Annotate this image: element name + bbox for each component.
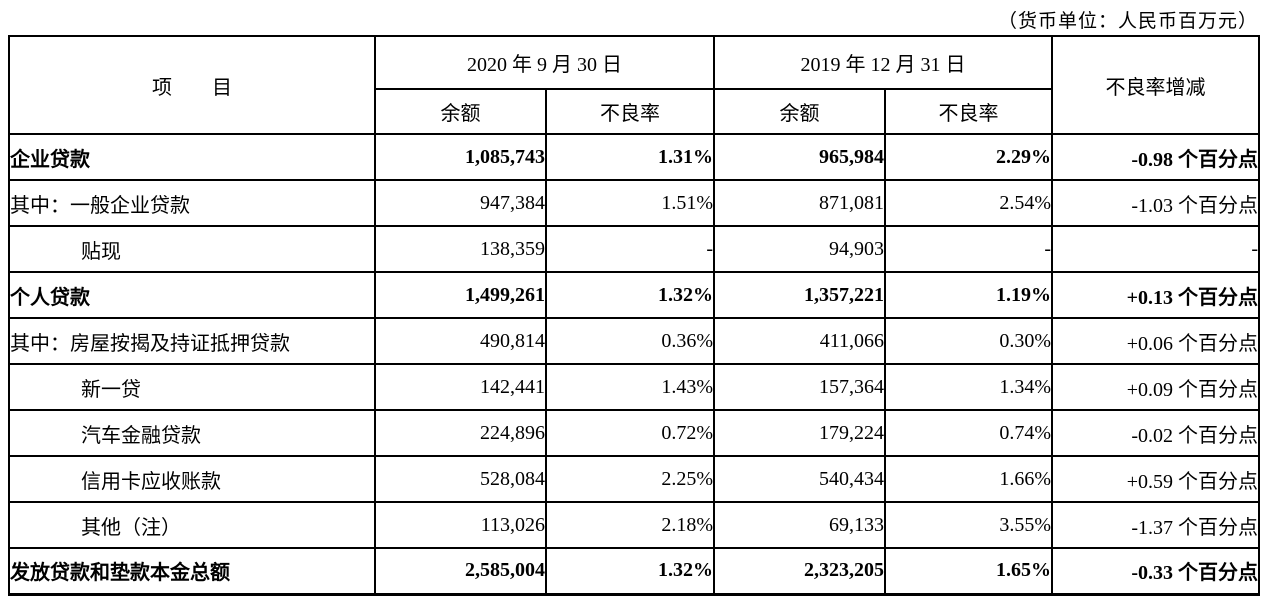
npl-2020: 0.36%: [545, 317, 715, 365]
table-row-xin-yi-dai: 新一贷 142,441 1.43% 157,364 1.34% +0.09 个百…: [8, 363, 1260, 411]
table-row-auto-finance-loans: 汽车金融贷款 224,896 0.72% 179,224 0.74% -0.02…: [8, 409, 1260, 457]
npl-change: -0.02 个百分点: [1051, 409, 1260, 457]
balance-2019: 179,224: [713, 409, 886, 457]
npl-2019: 0.30%: [884, 317, 1053, 365]
npl-change: -: [1051, 225, 1260, 273]
header-date-2020: 2020 年 9 月 30 日: [374, 35, 715, 90]
balance-2019: 2,323,205: [713, 547, 886, 596]
table-row-total-loans: 发放贷款和垫款本金总额 2,585,004 1.32% 2,323,205 1.…: [8, 547, 1260, 596]
table-row-credit-card-receivables: 信用卡应收账款 528,084 2.25% 540,434 1.66% +0.5…: [8, 455, 1260, 503]
row-label: 其他（注）: [8, 501, 376, 549]
balance-2019: 411,066: [713, 317, 886, 365]
header-npl-2019: 不良率: [884, 88, 1053, 135]
balance-2020: 2,585,004: [374, 547, 547, 596]
npl-change: -0.33 个百分点: [1051, 547, 1260, 596]
row-label: 新一贷: [8, 363, 376, 411]
balance-2020: 142,441: [374, 363, 547, 411]
row-label: 企业贷款: [8, 133, 376, 181]
table-row-general-corporate-loans: 其中：一般企业贷款 947,384 1.51% 871,081 2.54% -1…: [8, 179, 1260, 227]
row-label: 信用卡应收账款: [8, 455, 376, 503]
npl-2019: 2.54%: [884, 179, 1053, 227]
npl-change: +0.59 个百分点: [1051, 455, 1260, 503]
npl-change: -1.03 个百分点: [1051, 179, 1260, 227]
row-label: 贴现: [8, 225, 376, 273]
table-row-corporate-loans: 企业贷款 1,085,743 1.31% 965,984 2.29% -0.98…: [8, 133, 1260, 181]
row-label: 发放贷款和垫款本金总额: [8, 547, 376, 596]
balance-2019: 157,364: [713, 363, 886, 411]
npl-2020: 1.31%: [545, 133, 715, 181]
npl-2020: 2.18%: [545, 501, 715, 549]
row-label: 其中：一般企业贷款: [8, 179, 376, 227]
header-row-measures: 余额 不良率 余额 不良率: [9, 88, 1259, 135]
npl-loan-table: 项 目 2020 年 9 月 30 日 2019 年 12 月 31 日 不良率…: [8, 35, 1260, 596]
npl-2020: 0.72%: [545, 409, 715, 457]
npl-change: -0.98 个百分点: [1051, 133, 1260, 181]
currency-unit-note: （货币单位：人民币百万元）: [997, 11, 1258, 32]
npl-2019: 1.65%: [884, 547, 1053, 596]
npl-2019: 2.29%: [884, 133, 1053, 181]
npl-change: +0.13 个百分点: [1051, 271, 1260, 319]
balance-2020: 528,084: [374, 455, 547, 503]
npl-2019: 1.34%: [884, 363, 1053, 411]
balance-2019: 1,357,221: [713, 271, 886, 319]
header-row-dates: 项 目 2020 年 9 月 30 日 2019 年 12 月 31 日 不良率…: [8, 35, 1260, 135]
balance-2020: 947,384: [374, 179, 547, 227]
row-label: 汽车金融贷款: [8, 409, 376, 457]
header-npl-2020: 不良率: [545, 88, 715, 135]
row-label: 个人贷款: [8, 271, 376, 319]
balance-2019: 871,081: [713, 179, 886, 227]
row-label: 其中：房屋按揭及持证抵押贷款: [8, 317, 376, 365]
table-row-discounted-bills: 贴现 138,359 - 94,903 - -: [8, 225, 1260, 273]
table-row-personal-loans: 个人贷款 1,499,261 1.32% 1,357,221 1.19% +0.…: [8, 271, 1260, 319]
balance-2020: 138,359: [374, 225, 547, 273]
balance-2019: 540,434: [713, 455, 886, 503]
npl-2020: 1.43%: [545, 363, 715, 411]
header-item: 项 目: [8, 35, 376, 135]
balance-2020: 113,026: [374, 501, 547, 549]
npl-2020: 1.51%: [545, 179, 715, 227]
npl-2019: 1.19%: [884, 271, 1053, 319]
table-row-mortgage-loans: 其中：房屋按揭及持证抵押贷款 490,814 0.36% 411,066 0.3…: [8, 317, 1260, 365]
header-date-2019: 2019 年 12 月 31 日: [713, 35, 1053, 90]
npl-2019: 0.74%: [884, 409, 1053, 457]
npl-change: +0.06 个百分点: [1051, 317, 1260, 365]
balance-2019: 69,133: [713, 501, 886, 549]
header-npl-change: 不良率增减: [1051, 35, 1260, 135]
npl-2019: 1.66%: [884, 455, 1053, 503]
balance-2020: 224,896: [374, 409, 547, 457]
balance-2019: 965,984: [713, 133, 886, 181]
npl-2020: 1.32%: [545, 271, 715, 319]
npl-change: -1.37 个百分点: [1051, 501, 1260, 549]
npl-change: +0.09 个百分点: [1051, 363, 1260, 411]
npl-2020: 2.25%: [545, 455, 715, 503]
balance-2020: 1,499,261: [374, 271, 547, 319]
balance-2019: 94,903: [713, 225, 886, 273]
header-balance-2020: 余额: [374, 88, 547, 135]
npl-2019: 3.55%: [884, 501, 1053, 549]
balance-2020: 490,814: [374, 317, 547, 365]
npl-2019: -: [884, 225, 1053, 273]
npl-2020: -: [545, 225, 715, 273]
npl-2020: 1.32%: [545, 547, 715, 596]
table-row-others: 其他（注） 113,026 2.18% 69,133 3.55% -1.37 个…: [8, 501, 1260, 549]
header-balance-2019: 余额: [713, 88, 886, 135]
balance-2020: 1,085,743: [374, 133, 547, 181]
